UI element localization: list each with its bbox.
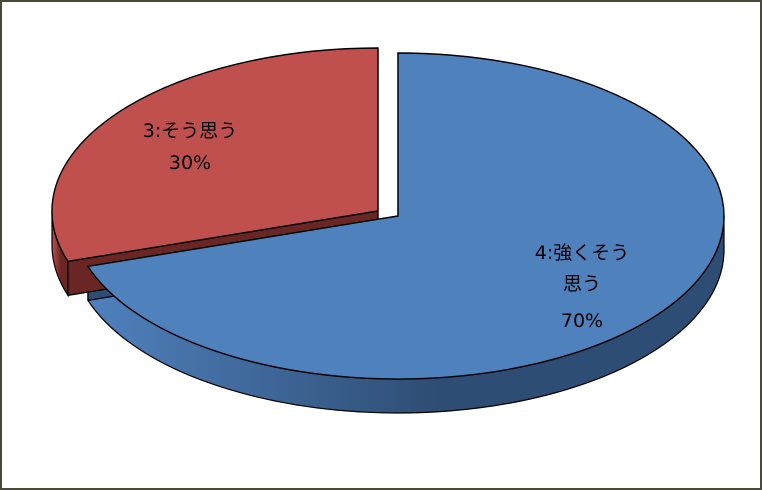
slice-percent-1: 30%	[169, 152, 211, 174]
slice-label-1-line-0: 3:そう思う	[143, 120, 238, 142]
pie-slice-0	[86, 52, 725, 380]
slice-label-0-line-0: 4:強くそう	[535, 242, 630, 264]
slice-percent-0: 70%	[561, 310, 603, 332]
pie-tops	[51, 47, 725, 380]
pie-slice-1	[51, 47, 379, 263]
slice-label-0-line-1: 思う	[563, 273, 601, 295]
